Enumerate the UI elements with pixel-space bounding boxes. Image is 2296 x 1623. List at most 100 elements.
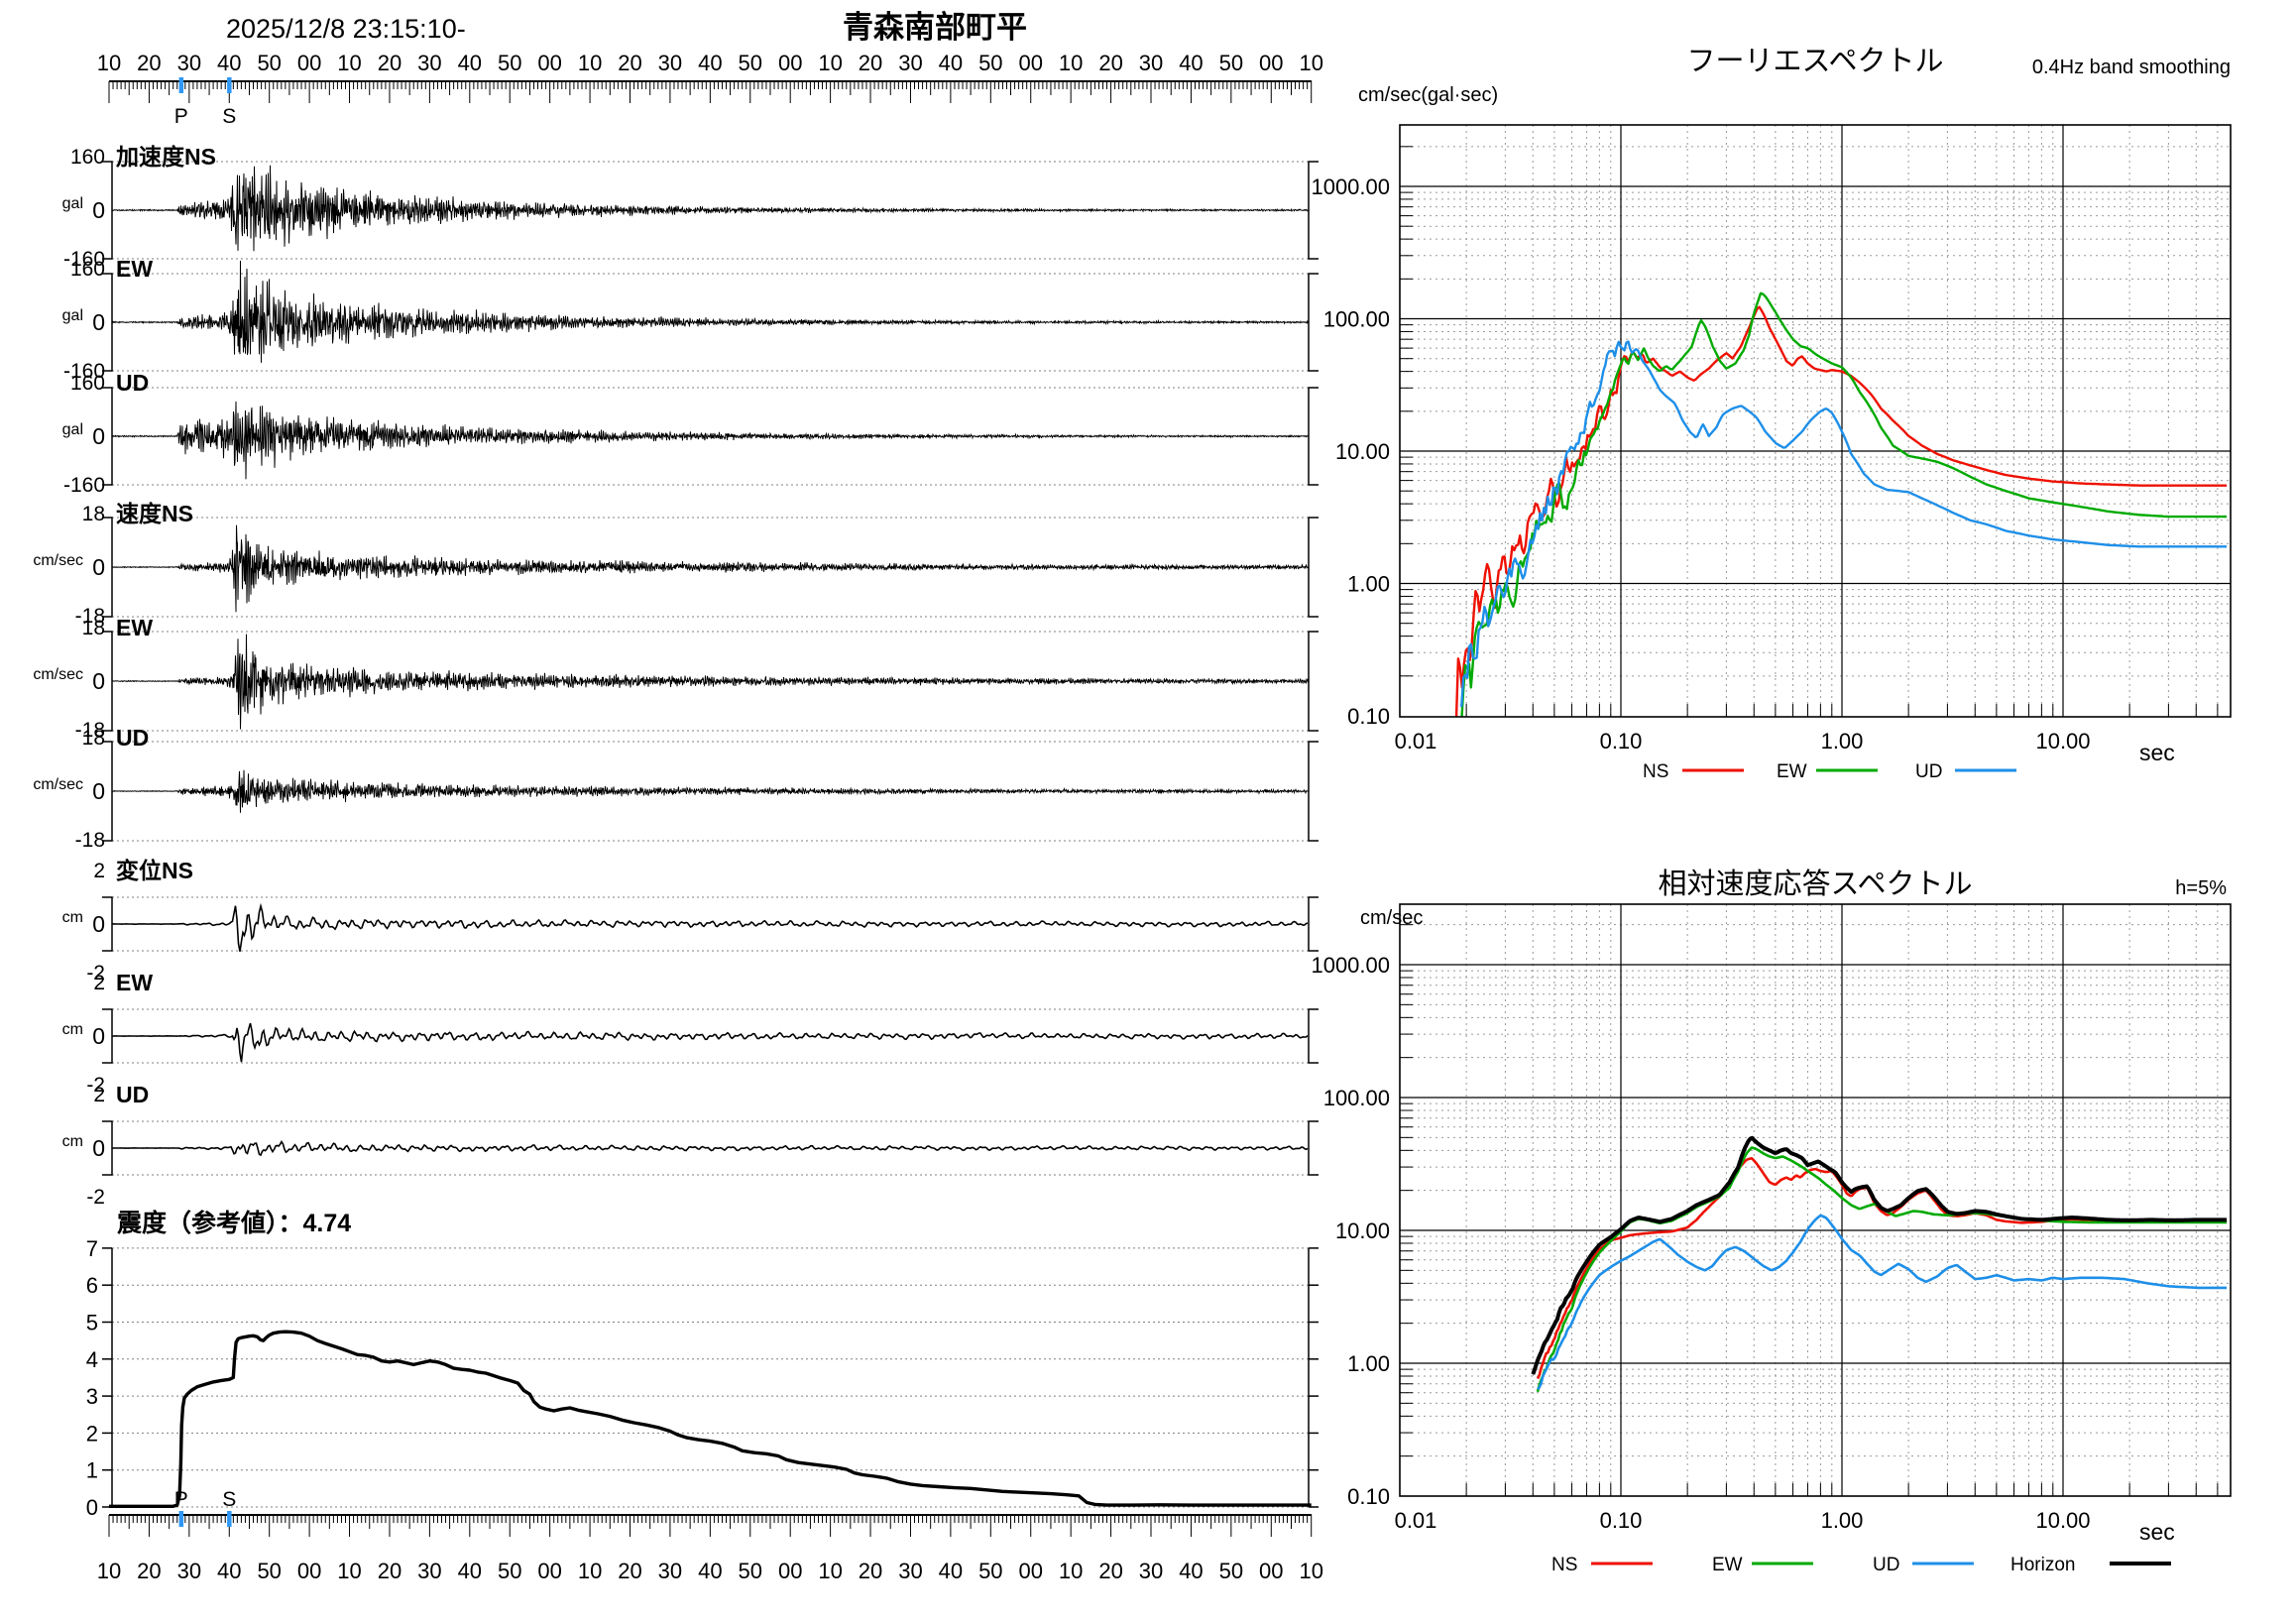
time-tick-label: 50 <box>257 51 281 75</box>
time-tick-label: 50 <box>739 51 762 75</box>
time-tick-label: 10 <box>1299 1559 1322 1583</box>
time-tick-label: 30 <box>177 51 201 75</box>
p-marker <box>178 77 184 93</box>
trace-unit-label: cm/sec <box>33 552 83 569</box>
time-tick-label: 40 <box>458 51 482 75</box>
record-datetime: 2025/12/8 23:15:10- <box>226 14 466 44</box>
time-tick-label: 30 <box>658 1559 682 1583</box>
series-EW <box>1536 1146 2228 1393</box>
trace-scale-min: -18 <box>75 829 105 852</box>
time-tick-label: 20 <box>378 51 402 75</box>
trace-zero-label: 0 <box>92 423 105 449</box>
intensity-tick-label: 5 <box>86 1311 98 1335</box>
intensity-tick-label: 1 <box>86 1458 98 1483</box>
trace-unit-label: gal <box>62 421 83 438</box>
time-tick-label: 40 <box>217 51 241 75</box>
time-tick-label: 20 <box>618 51 641 75</box>
time-tick-label: 30 <box>177 1559 201 1583</box>
station-name: 青森南部町平 <box>843 10 1027 45</box>
legend-label-UD: UD <box>1873 1555 1899 1575</box>
trace-right-bracket <box>1308 517 1319 618</box>
time-tick-label: 40 <box>1179 51 1203 75</box>
y-tick-label: 10.00 <box>1335 1218 1390 1243</box>
intensity-tick-label: 2 <box>86 1421 98 1446</box>
series-UD <box>1460 340 2228 708</box>
trace-zero-label: 0 <box>92 1023 105 1049</box>
legend-label-EW: EW <box>1712 1555 1743 1575</box>
x-tick-label: 0.10 <box>1600 729 1643 754</box>
s-marker <box>227 77 232 93</box>
trace-unit-label: cm <box>62 1021 83 1038</box>
trace-scale-min: -18 <box>75 719 105 742</box>
time-tick-label: 00 <box>1018 51 1042 75</box>
legend-label-NS: NS <box>1551 1555 1577 1575</box>
time-tick-label: 50 <box>1219 1559 1243 1583</box>
x-tick-label: 1.00 <box>1821 729 1864 754</box>
time-tick-label: 10 <box>1059 51 1083 75</box>
time-tick-label: 10 <box>578 1559 602 1583</box>
trace-right-bracket <box>1308 1120 1319 1176</box>
trace-title: 変位NS <box>116 858 193 883</box>
trace-title: 加速度NS <box>115 144 216 170</box>
time-tick-label: 50 <box>498 51 521 75</box>
trace-scale-max: 2 <box>93 1084 105 1106</box>
trace-title: UD <box>116 725 149 751</box>
y-tick-label: 0.10 <box>1347 1484 1390 1509</box>
intensity-tick-label: 7 <box>86 1236 98 1261</box>
trace-EW-4: 18 -18 0 cm/sec EW <box>33 615 1319 742</box>
legend-label-EW: EW <box>1777 761 1807 782</box>
trace-UD-8: 2 -2 0 cm UD <box>62 1082 1319 1209</box>
time-tick-label: 30 <box>898 1559 922 1583</box>
fourier-title: フーリエスペクトル <box>1686 46 1944 77</box>
x-tick-label: 10.00 <box>2035 729 2090 754</box>
response-x-unit: sec <box>2139 1519 2175 1545</box>
trace-速度NS-3: 18 -18 0 cm/sec 速度NS <box>33 501 1319 628</box>
time-tick-label: 10 <box>97 51 121 75</box>
time-tick-label: 10 <box>1059 1559 1083 1583</box>
trace-zero-label: 0 <box>92 668 105 694</box>
series-Horizon <box>1531 1135 2228 1375</box>
trace-scale-max: 18 <box>82 503 105 525</box>
time-tick-label: 10 <box>337 1559 361 1583</box>
trace-title: UD <box>116 1082 149 1107</box>
x-tick-label: 0.01 <box>1395 1508 1437 1533</box>
time-tick-label: 50 <box>257 1559 281 1583</box>
s-marker-label: S <box>222 1488 236 1511</box>
waveform-path <box>111 769 1310 813</box>
trace-scale-max: 2 <box>93 860 105 882</box>
trace-zero-label: 0 <box>92 309 105 335</box>
p-marker-label: P <box>174 105 188 128</box>
time-tick-label: 00 <box>1259 1559 1283 1583</box>
time-tick-label: 20 <box>137 51 161 75</box>
intensity-panel: 7 6 5 4 3 2 1 0 <box>86 1236 1319 1520</box>
series-NS <box>1454 305 2228 717</box>
time-tick-label: 30 <box>1139 1559 1163 1583</box>
waveform-path <box>111 401 1310 480</box>
time-tick-label: 10 <box>337 51 361 75</box>
time-tick-label: 00 <box>1259 51 1283 75</box>
time-tick-label: 40 <box>939 1559 963 1583</box>
series-EW <box>1460 291 2228 717</box>
trace-scale-min: -160 <box>63 360 105 383</box>
trace-unit-label: cm/sec <box>33 666 83 683</box>
trace-unit-label: gal <box>62 195 83 212</box>
trace-zero-label: 0 <box>92 554 105 580</box>
time-tick-label: 20 <box>859 51 882 75</box>
intensity-tick-label: 3 <box>86 1384 98 1409</box>
trace-UD-5: 18 -18 0 cm/sec UD <box>33 725 1319 852</box>
trace-zero-label: 0 <box>92 197 105 223</box>
s-marker-label: S <box>222 105 236 128</box>
time-tick-label: 40 <box>939 51 963 75</box>
intensity-tick-label: 0 <box>86 1495 98 1520</box>
trace-unit-label: cm <box>62 909 83 926</box>
top-time-ruler: 10 20 30 40 50 00 10 20 30 40 50 00 10 20 30 40 50 00 10 20… <box>97 51 1323 128</box>
series-UD <box>1537 1214 2228 1391</box>
intensity-curve <box>109 1330 1312 1508</box>
trace-right-bracket <box>1308 1008 1319 1064</box>
trace-UD-2: 160 -160 0 gal UD <box>62 370 1319 497</box>
y-tick-label: 0.10 <box>1347 704 1390 729</box>
time-tick-label: 20 <box>618 1559 641 1583</box>
time-tick-label: 10 <box>578 51 602 75</box>
